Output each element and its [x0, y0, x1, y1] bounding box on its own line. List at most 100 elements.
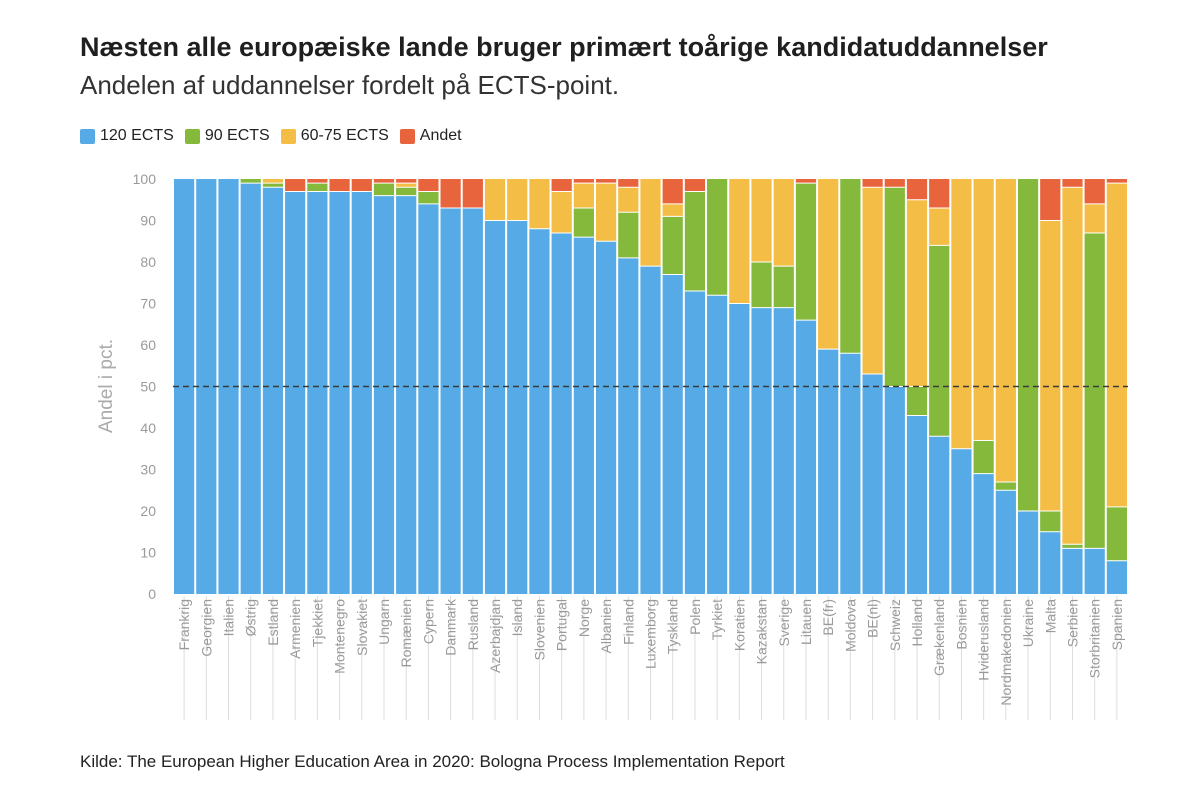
bar-segment-90-ects-romænien — [396, 187, 417, 196]
bar-segment-andet-norge — [573, 179, 594, 184]
bar-segment-90-ects-polen — [684, 191, 706, 292]
bar-segment-120-ects-be-fr — [818, 349, 839, 594]
bar-segment-60-75-ects-kazakstan — [751, 179, 772, 262]
bar-segment-andet-romænien — [396, 179, 417, 184]
legend-swatch-andet — [399, 128, 415, 144]
bar-segment-120-ects-cypern — [418, 203, 439, 594]
bar-segment-120-ects-be-nl — [862, 374, 883, 594]
x-tick-label-koratien: Koratien — [731, 599, 747, 651]
x-tick-label-albanien: Albanien — [598, 599, 614, 654]
x-tick-label-grækenland: Grækenland — [931, 599, 947, 676]
bar-segment-60-75-ects-portugal — [551, 191, 572, 233]
x-tick-label-slovakiet: Slovakiet — [354, 599, 370, 656]
bar-segment-90-ects-moldova — [840, 179, 861, 354]
chart-legend: 120 ECTS 90 ECTS 60-75 ECTS Andet — [80, 127, 473, 145]
bar-segment-120-ects-grækenland — [929, 436, 950, 594]
x-tick-label-tjekkiet: Tjekkiet — [309, 599, 325, 647]
bar-segment-60-75-ects-storbritanien — [1084, 203, 1105, 233]
x-tick-label-rusland: Rusland — [465, 599, 481, 650]
x-tick-label-tyskland: Tyskland — [665, 599, 681, 654]
bar-segment-120-ects-kazakstan — [751, 307, 772, 594]
bar-segment-andet-be-nl — [862, 179, 883, 188]
x-tick-label-storbritanien: Storbritanien — [1087, 599, 1103, 678]
y-tick-label: 20 — [140, 503, 156, 519]
legend-item-90-ects: 90 ECTS — [184, 127, 270, 145]
bar-segment-andet-spanien — [1106, 179, 1127, 184]
bar-segment-120-ects-spanien — [1106, 560, 1127, 594]
x-tick-label-armenien: Armenien — [287, 599, 303, 659]
bar-segment-120-ects-montenegro — [329, 191, 350, 594]
chart-subtitle: Andelen af uddannelser fordelt på ECTS-p… — [80, 70, 620, 100]
bar-segment-90-ects-norge — [573, 208, 594, 238]
bar-segment-90-ects-kazakstan — [751, 262, 772, 308]
legend-item-andet: Andet — [399, 127, 462, 145]
bar-segment-andet-montenegro — [329, 179, 350, 192]
y-tick-label: 10 — [140, 545, 156, 561]
x-tick-label-spanien: Spanien — [1109, 599, 1125, 650]
bar-segment-andet-polen — [684, 179, 706, 192]
x-tick-label-malta: Malta — [1042, 599, 1058, 633]
bar-segment-90-ects-tyskland — [662, 216, 683, 275]
bar-segment-90-ects-ukraine — [1017, 179, 1039, 511]
x-tick-label-luxemborg: Luxemborg — [643, 599, 659, 669]
bar-segment-90-ects-storbritanien — [1084, 232, 1105, 549]
bar-segment-120-ects-tyskland — [662, 274, 683, 594]
bar-segment-60-75-ects-serbien — [1062, 187, 1083, 545]
bar-segment-120-ects-portugal — [551, 232, 572, 594]
y-tick-label: 100 — [133, 171, 157, 187]
bar-segment-andet-grækenland — [929, 179, 950, 209]
bar-segment-120-ects-slovakiet — [351, 191, 372, 594]
bar-segment-120-ects-schweiz — [884, 386, 905, 594]
bar-segment-andet-albanien — [595, 179, 617, 184]
bar-segment-120-ects-tyrkiet — [707, 295, 728, 594]
x-tick-label-slovenien: Slovenien — [531, 599, 547, 661]
bar-segment-120-ects-storbritanien — [1084, 548, 1105, 594]
x-tick-label-polen: Polen — [687, 599, 703, 635]
x-tick-label-finland: Finland — [620, 599, 636, 645]
y-tick-label: 80 — [140, 254, 156, 270]
y-tick-label: 40 — [140, 420, 156, 436]
legend-item-60-75-ects: 60-75 ECTS — [280, 127, 389, 145]
bar-segment-90-ects-litauen — [795, 183, 817, 321]
bar-segment-60-75-ects-nordmakedonien — [995, 179, 1016, 482]
bar-segment-120-ects-danmark — [440, 208, 461, 595]
bar-segment-120-ects-ungarn — [373, 195, 395, 594]
bar-segment-120-ects-estland — [262, 187, 284, 595]
bar-segment-120-ects-hviderusland — [973, 473, 994, 594]
bar-segment-90-ects-schweiz — [884, 187, 905, 387]
bar-segment-90-ects-malta — [1040, 511, 1061, 532]
bar-segment-andet-schweiz — [884, 179, 905, 188]
bar-segment-120-ects-litauen — [795, 320, 817, 594]
bar-segment-60-75-ects-slovenien — [529, 179, 550, 229]
bar-segment-120-ects-moldova — [840, 353, 861, 594]
bar-segment-60-75-ects-tyskland — [662, 203, 683, 217]
bar-segment-60-75-ects-koratien — [729, 179, 750, 304]
y-tick-label: 0 — [148, 586, 156, 602]
bar-segment-andet-tyskland — [662, 179, 683, 204]
bar-segment-120-ects-østrig — [240, 183, 261, 594]
bar-segment-90-ects-holland — [906, 386, 928, 416]
bar-segment-120-ects-island — [507, 220, 528, 594]
bar-segment-60-75-ects-bosnien — [951, 179, 972, 449]
bar-segment-120-ects-polen — [684, 291, 706, 594]
bar-segment-60-75-ects-azerbajdjan — [484, 179, 506, 221]
x-tick-label-montenegro: Montenegro — [332, 599, 348, 674]
bar-segment-90-ects-østrig — [240, 179, 261, 184]
x-tick-label-hviderusland: Hviderusland — [976, 599, 992, 681]
x-tick-label-azerbajdjan: Azerbajdjan — [487, 599, 503, 673]
bar-segment-60-75-ects-romænien — [396, 183, 417, 188]
x-tick-label-schweiz: Schweiz — [887, 599, 903, 651]
x-tick-label-romænien: Romænien — [398, 599, 414, 667]
x-tick-label-island: Island — [509, 599, 525, 636]
bar-segment-60-75-ects-sverige — [773, 179, 794, 267]
bar-segment-120-ects-armenien — [285, 191, 306, 594]
x-tick-label-norge: Norge — [576, 599, 592, 637]
bar-segment-60-75-ects-spanien — [1106, 183, 1127, 507]
x-tick-label-sverige: Sverige — [776, 599, 792, 647]
bar-segment-90-ects-tyrkiet — [707, 179, 728, 296]
bar-segment-60-75-ects-finland — [618, 187, 639, 213]
x-tick-label-frankrig: Frankrig — [176, 599, 192, 650]
bar-segment-90-ects-tjekkiet — [307, 183, 328, 192]
x-tick-label-bosnien: Bosnien — [953, 599, 969, 650]
bar-segment-andet-finland — [618, 179, 639, 188]
